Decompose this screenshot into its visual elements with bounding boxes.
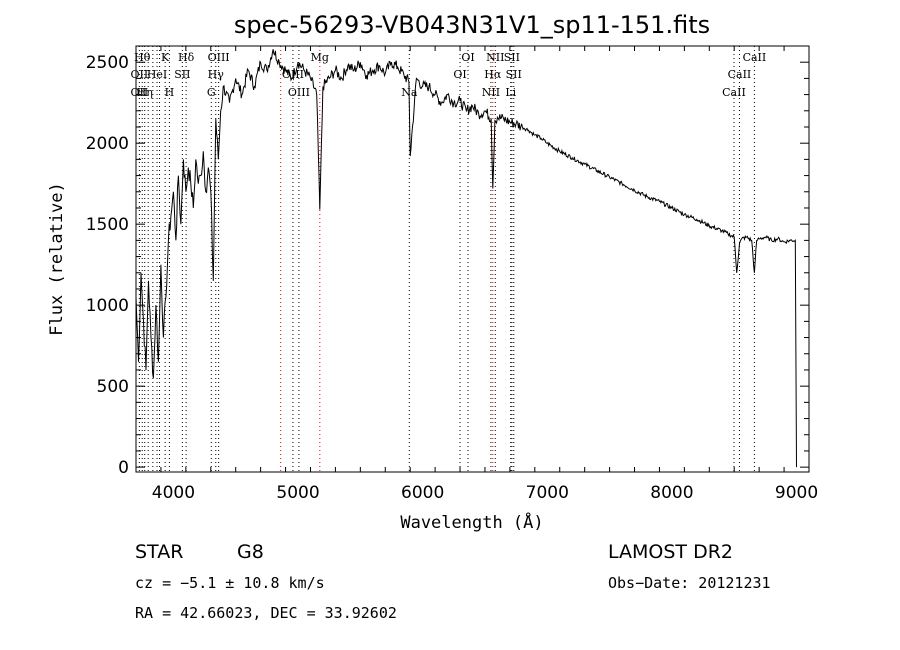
spectral-line-label: Hα: [484, 68, 502, 81]
coordinates: RA = 42.66023, DEC = 33.92602: [135, 604, 397, 622]
spectral-line-label: NII: [482, 86, 500, 99]
spectral-line-label: Hδ: [178, 51, 195, 64]
spectral-line-label: OII: [131, 68, 149, 81]
spectral-line-label: OI: [453, 68, 466, 81]
spectral-line-label: Hθ: [134, 51, 151, 64]
spectral-line-label: SII: [506, 68, 522, 81]
spectral-line-label: Li: [505, 86, 516, 99]
spectrum-line: [135, 49, 797, 468]
y-axis: 0 500 1000 1500 2000 2500: [86, 53, 809, 478]
spectral-line-label: Mg: [311, 51, 329, 64]
y-tick-label: 0: [118, 458, 129, 478]
spectral-line-label: K: [161, 51, 170, 64]
spectral-line-label: G: [207, 86, 216, 99]
spectral-line-label: Hη: [137, 86, 153, 99]
y-axis-label: Flux (relative): [47, 182, 67, 336]
observation-date: Obs−Date: 20121231: [608, 574, 771, 592]
spectral-line-label: H: [165, 86, 175, 99]
spectral-line-label: OI: [461, 51, 474, 64]
spectral-line-label: Hγ: [208, 68, 225, 81]
y-tick-label: 2500: [86, 53, 129, 73]
spectral-line-label: CaII: [743, 51, 767, 64]
y-tick-label: 1500: [86, 215, 129, 235]
x-tick-label: 9000: [775, 483, 818, 503]
spectral-line-label: NII: [486, 51, 504, 64]
spectral-line-label: CaII: [722, 86, 746, 99]
chart-title: spec-56293-VB043N31V1_sp11-151.fits: [234, 11, 710, 39]
spectral-line-label: CaII: [728, 68, 752, 81]
object-type: STAR: [135, 541, 183, 563]
spectral-line-label: SII: [174, 68, 190, 81]
x-tick-label: 4000: [152, 483, 195, 503]
x-tick-label: 6000: [401, 483, 444, 503]
x-axis-label: Wavelength (Å): [400, 511, 543, 533]
x-tick-label: 5000: [276, 483, 319, 503]
object-subclass: G8: [237, 541, 264, 563]
x-axis: 4000 5000 6000 7000 8000 9000: [135, 46, 818, 503]
spectral-line-label: SII: [504, 51, 520, 64]
spectral-line-label: OII: [131, 86, 149, 99]
survey-name: LAMOST DR2: [608, 541, 733, 563]
redshift-velocity: cz = −5.1 ± 10.8 km/s: [135, 574, 325, 592]
y-tick-label: 500: [97, 377, 129, 397]
x-tick-label: 8000: [650, 483, 693, 503]
x-tick-label: 7000: [526, 483, 569, 503]
spectral-line-labels: OIIOIIHθHηHeIKHSIIHδGHγOIIIOIIIOIIIMgNaO…: [131, 51, 767, 99]
y-tick-label: 1000: [86, 296, 129, 316]
spectral-line-label: OIII: [208, 51, 230, 64]
plot-frame: [135, 45, 810, 473]
y-tick-label: 2000: [86, 134, 129, 154]
spectral-line-label: OIII: [288, 86, 310, 99]
spectral-line-markers: [138, 46, 755, 472]
spectral-line-label: HeI: [147, 68, 167, 81]
